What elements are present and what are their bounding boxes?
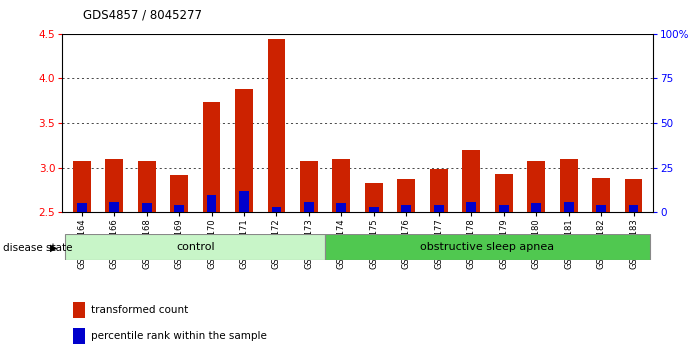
Bar xyxy=(304,202,314,212)
Bar xyxy=(300,161,318,212)
Bar xyxy=(73,161,91,212)
Bar xyxy=(462,150,480,212)
Bar xyxy=(267,39,285,212)
Text: obstructive sleep apnea: obstructive sleep apnea xyxy=(420,242,554,252)
Bar xyxy=(625,179,643,212)
Bar xyxy=(142,204,151,212)
Text: percentile rank within the sample: percentile rank within the sample xyxy=(91,331,267,341)
Bar xyxy=(174,205,184,212)
Bar xyxy=(369,207,379,212)
Bar xyxy=(332,159,350,212)
Bar xyxy=(560,159,578,212)
Bar xyxy=(401,205,411,212)
Bar xyxy=(138,161,155,212)
Bar xyxy=(592,178,610,212)
Bar xyxy=(337,204,346,212)
Bar xyxy=(365,183,383,212)
Bar xyxy=(629,205,638,212)
Bar xyxy=(77,204,86,212)
Bar xyxy=(531,204,541,212)
Bar xyxy=(430,170,448,212)
Bar xyxy=(564,202,574,212)
Bar xyxy=(272,207,281,212)
Text: control: control xyxy=(176,242,215,252)
Bar xyxy=(105,159,123,212)
Text: transformed count: transformed count xyxy=(91,305,188,315)
Bar xyxy=(397,179,415,212)
Text: disease state: disease state xyxy=(3,243,73,253)
Bar xyxy=(202,102,220,212)
Bar xyxy=(239,191,249,212)
Bar xyxy=(235,89,253,212)
Bar xyxy=(73,302,86,318)
Bar xyxy=(466,202,476,212)
Bar xyxy=(527,161,545,212)
Bar xyxy=(73,328,86,344)
Bar xyxy=(325,234,650,260)
Bar xyxy=(495,174,513,212)
Bar xyxy=(109,202,119,212)
Bar xyxy=(499,205,509,212)
Bar xyxy=(596,205,606,212)
Text: GDS4857 / 8045277: GDS4857 / 8045277 xyxy=(83,9,202,22)
Bar xyxy=(66,234,325,260)
Bar xyxy=(207,195,216,212)
Text: ▶: ▶ xyxy=(50,243,58,253)
Bar xyxy=(434,205,444,212)
Bar xyxy=(170,175,188,212)
